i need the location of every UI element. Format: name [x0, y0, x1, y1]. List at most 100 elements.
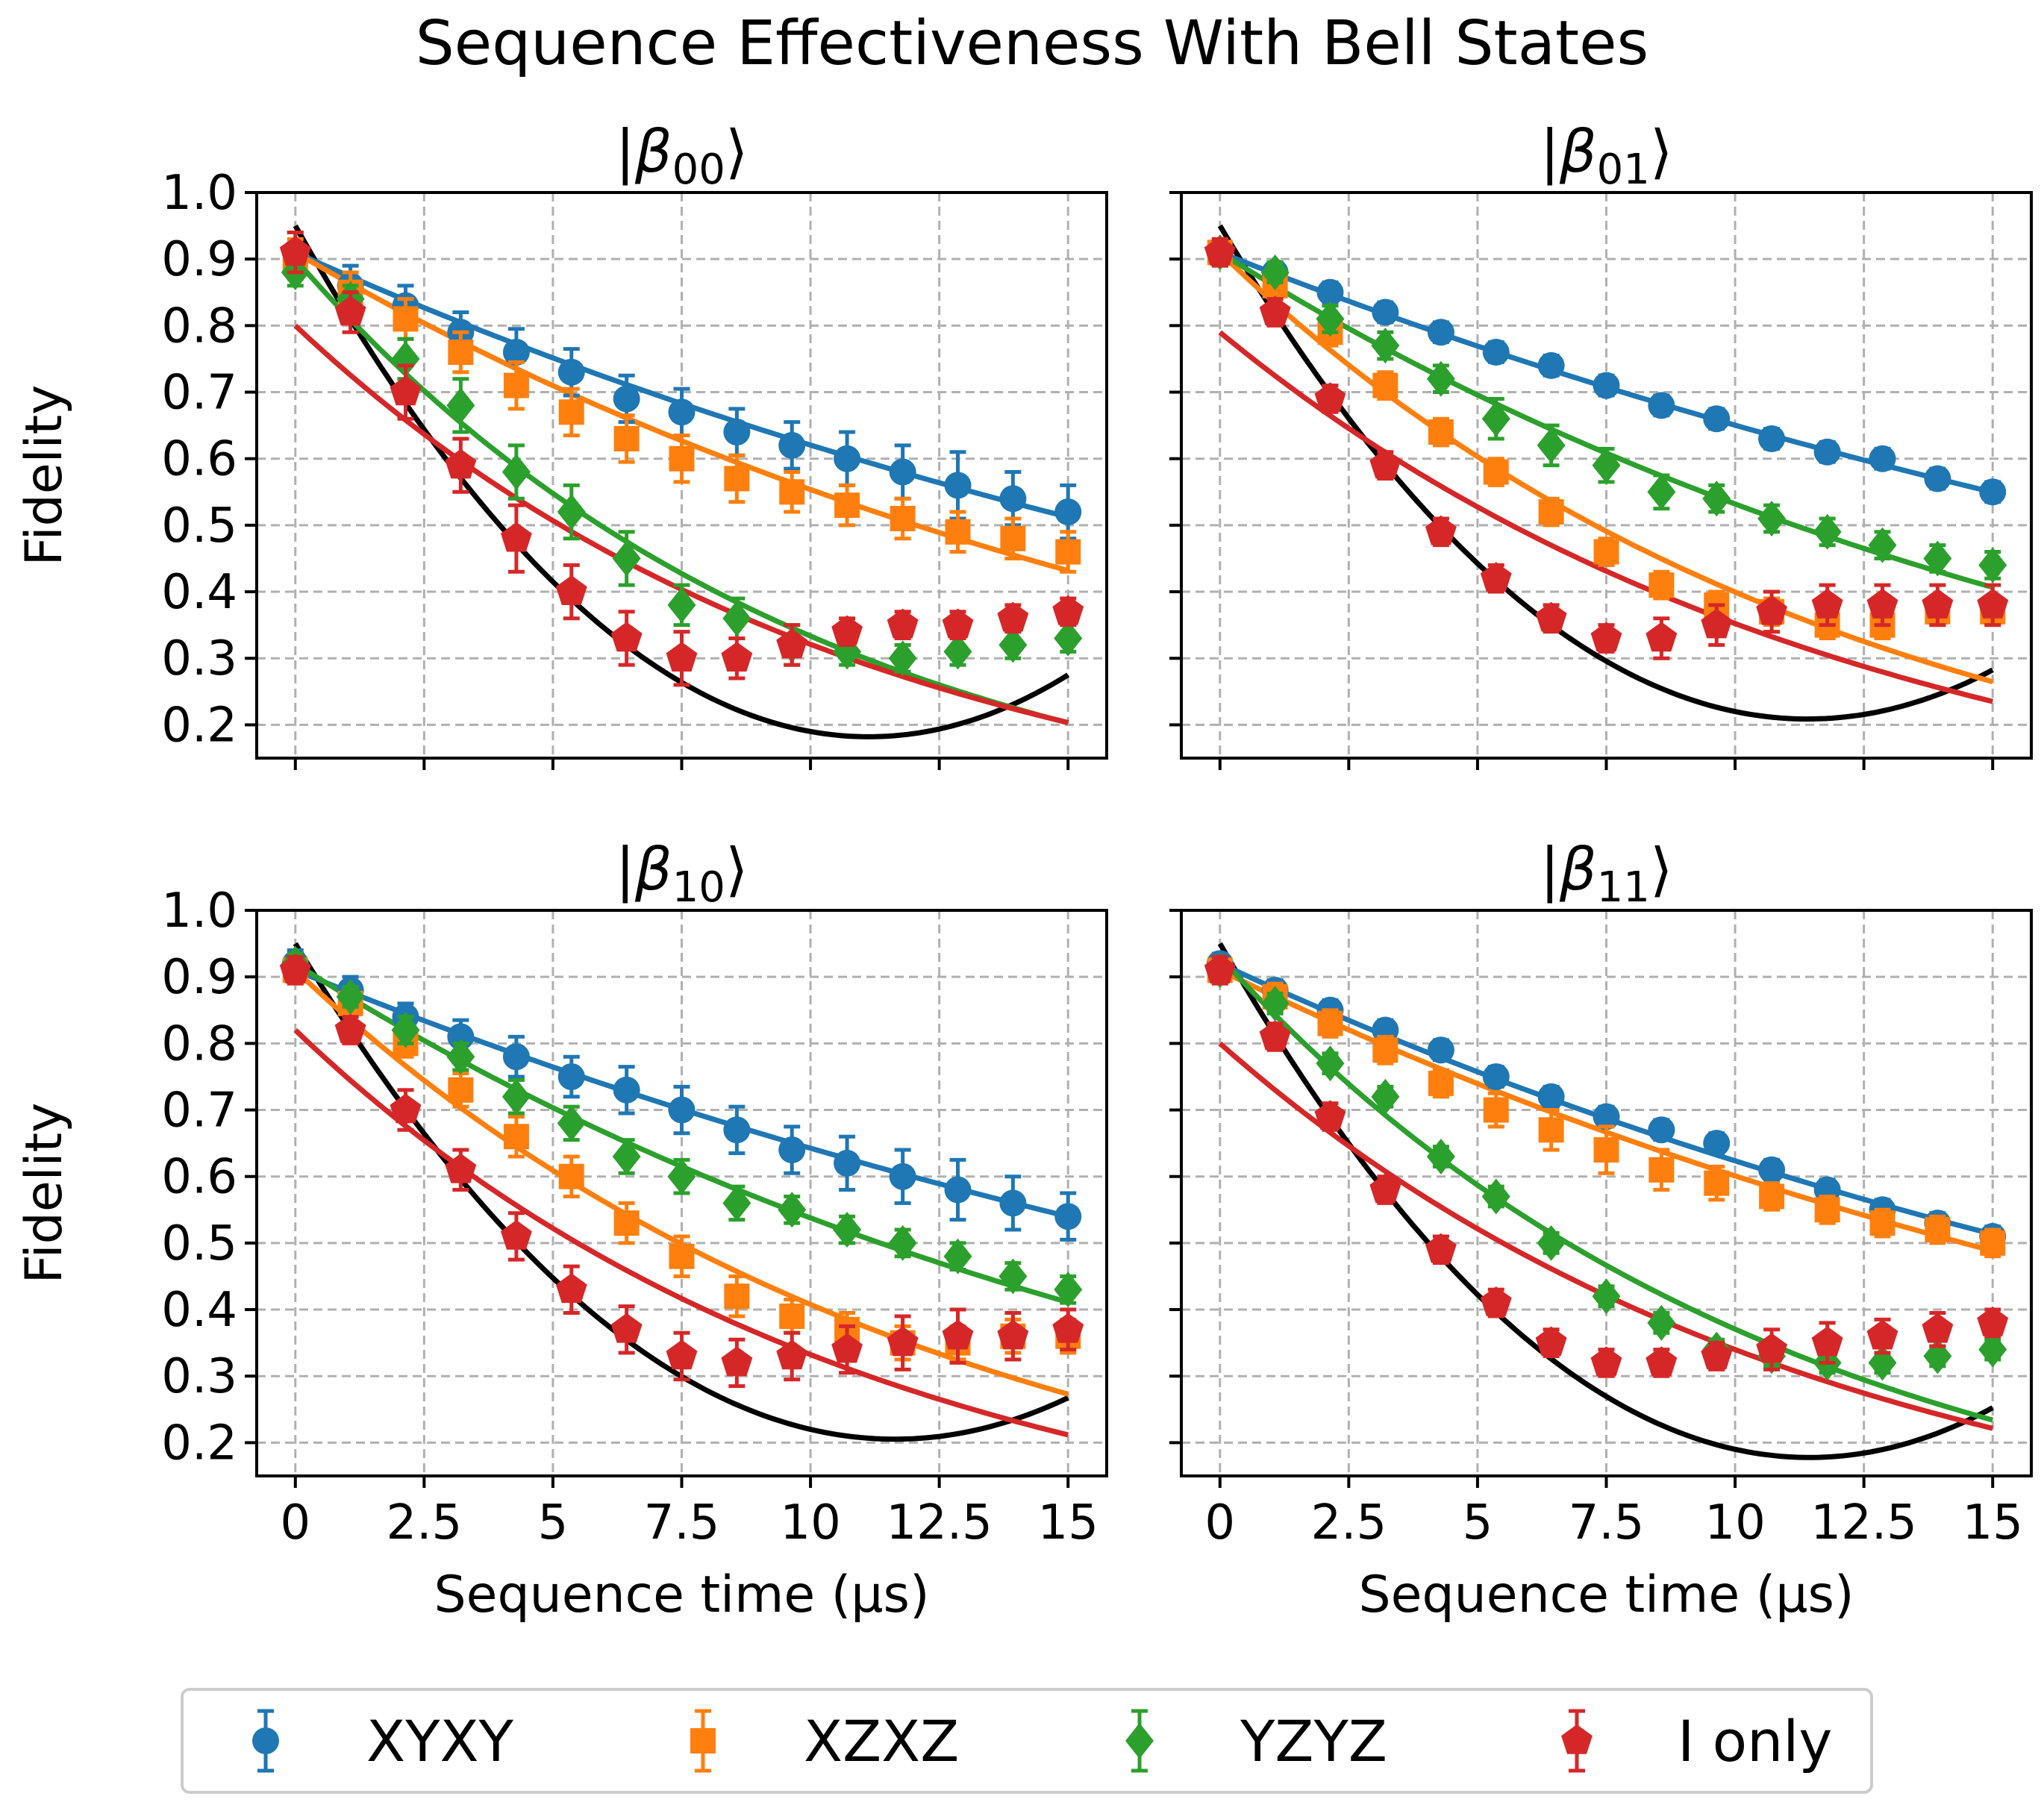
y-tick-label: 0.3	[161, 1349, 237, 1404]
data-point	[1483, 1097, 1509, 1123]
x-tick-label: 0	[1204, 1495, 1235, 1551]
data-point	[1054, 1271, 1083, 1308]
data-point	[390, 375, 422, 406]
data-point	[1316, 1045, 1345, 1082]
y-tick-label: 0.4	[161, 565, 237, 620]
data-point	[1483, 459, 1509, 485]
data-point	[1648, 392, 1675, 419]
data-point	[1922, 1313, 1954, 1343]
data-point	[1481, 401, 1510, 437]
fit-curve-i-only	[293, 1027, 1069, 1438]
data-point	[999, 1189, 1027, 1217]
data-point	[502, 339, 530, 366]
data-point	[557, 358, 585, 386]
data-point	[610, 622, 643, 652]
data-point	[1428, 1070, 1454, 1096]
data-point	[1978, 1331, 2007, 1368]
x-tick-label: 12.5	[1810, 1495, 1917, 1551]
panels: 0.2 0.3 0.4 0.5 0.6 0.7 0.8 0.9 1.0 |β00⟩ Fidelity…	[15, 119, 2033, 1624]
data-point	[445, 448, 477, 479]
data-point	[778, 1192, 807, 1228]
x-tick-label: 10	[1704, 1495, 1765, 1551]
data-point	[1590, 622, 1622, 652]
data-point	[1703, 1130, 1731, 1157]
x-tick-label: 12.5	[886, 1495, 993, 1551]
series-i-only	[279, 954, 1084, 1389]
y-tick-label: 0.7	[161, 1083, 237, 1139]
data-point	[1369, 448, 1401, 479]
data-point	[1811, 1326, 1843, 1357]
legend-label: I only	[1678, 1708, 1832, 1774]
data-point	[1590, 1346, 1622, 1377]
data-point	[997, 1319, 1029, 1350]
panel-title: |β00⟩	[616, 119, 748, 194]
data-point	[613, 1210, 640, 1236]
data-point	[833, 1212, 862, 1248]
y-axis-label: Fidelity	[15, 385, 74, 566]
data-point	[999, 485, 1027, 513]
y-tick-label: 0.6	[161, 432, 237, 487]
data-point	[557, 1063, 585, 1090]
data-point	[613, 425, 640, 451]
data-point	[558, 1163, 584, 1189]
data-point	[1426, 360, 1455, 397]
data-point	[1756, 595, 1787, 625]
fit-curve-yzyz	[1218, 955, 1994, 1423]
data-point	[667, 586, 696, 623]
data-point	[391, 1012, 420, 1048]
data-point	[1372, 1037, 1398, 1063]
data-point	[943, 634, 972, 670]
data-point	[1260, 985, 1290, 1022]
data-point	[1316, 278, 1344, 306]
data-point	[1052, 1313, 1084, 1343]
y-tick-label: 0.4	[161, 1283, 237, 1338]
data-point	[445, 1153, 477, 1183]
data-point	[1204, 236, 1236, 266]
panel-11: 0 2.5 5 7.5 10 12.5 15 |β11⟩ Sequence time (μs)	[1169, 836, 2033, 1624]
data-point	[1868, 527, 1897, 563]
data-point	[555, 575, 587, 605]
y-tick-label: 0.3	[161, 631, 237, 686]
data-point	[1055, 539, 1081, 565]
y-tick-label: 0.2	[161, 698, 237, 753]
x-tick-label: 2.5	[1310, 1495, 1387, 1551]
y-tick-label: 1.0	[161, 166, 237, 221]
data-point	[1648, 572, 1675, 598]
fit-curve-i-only	[1218, 330, 1994, 704]
y-tick-label: 0.9	[161, 232, 237, 287]
data-point	[1317, 1010, 1343, 1036]
data-point	[448, 340, 474, 366]
data-point	[501, 1078, 531, 1115]
data-point	[887, 1326, 919, 1357]
data-point	[1702, 481, 1731, 517]
data-point	[1537, 1083, 1565, 1110]
data-point	[1593, 1137, 1619, 1163]
data-point	[501, 454, 531, 490]
data-point	[1866, 1319, 1898, 1350]
data-point	[1259, 1020, 1291, 1051]
data-point	[831, 1333, 863, 1363]
data-point	[1593, 539, 1619, 565]
data-point	[1372, 298, 1399, 326]
data-point	[668, 398, 696, 426]
data-point	[721, 642, 753, 672]
panel-title: |β10⟩	[616, 836, 748, 912]
data-point	[1425, 515, 1457, 545]
data-point	[558, 399, 584, 425]
y-tick-label: 0.6	[161, 1150, 237, 1205]
y-tick-label: 0.5	[161, 498, 237, 554]
data-point	[1537, 427, 1566, 463]
data-point	[666, 1339, 698, 1370]
data-point	[779, 479, 805, 505]
data-point	[888, 640, 917, 677]
data-point	[997, 601, 1029, 632]
data-point	[669, 445, 695, 472]
data-point	[448, 1077, 474, 1103]
data-point	[1757, 500, 1787, 537]
data-point	[887, 608, 919, 639]
y-tick-label: 0.9	[161, 950, 237, 1005]
data-point	[1537, 1224, 1566, 1261]
data-point	[612, 1138, 641, 1174]
y-axis-label: Fidelity	[15, 1103, 74, 1284]
